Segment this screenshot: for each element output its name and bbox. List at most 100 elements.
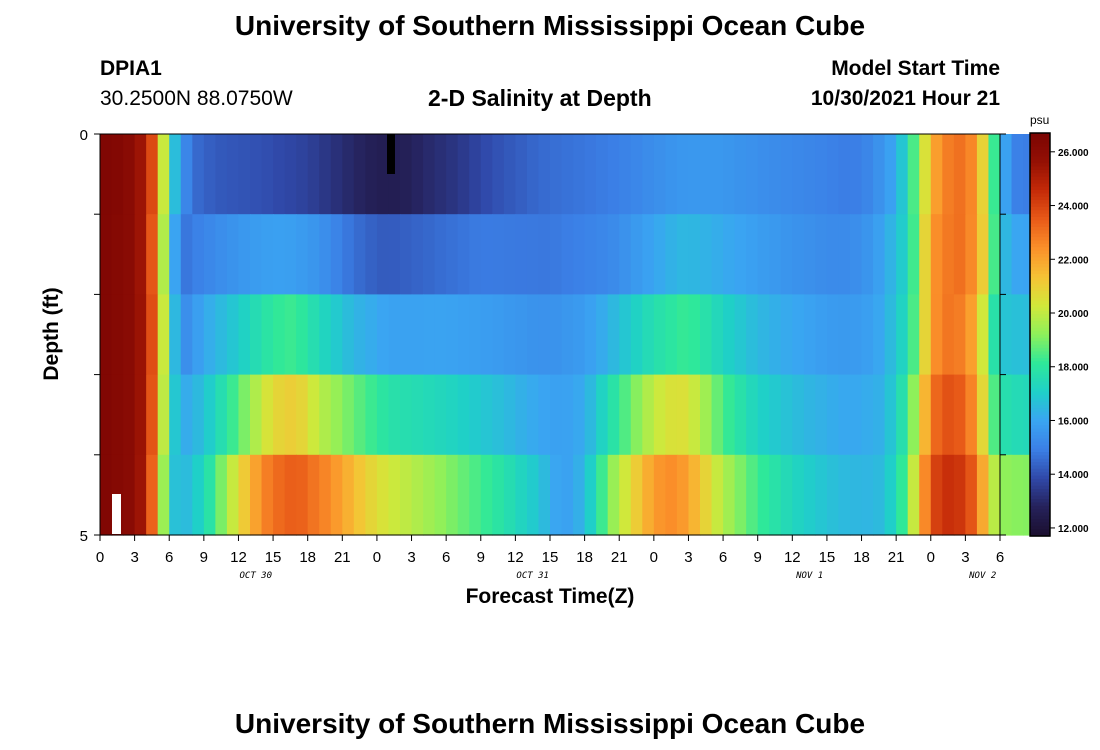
- heatmap-cell: [250, 454, 263, 536]
- heatmap-cell: [769, 374, 782, 456]
- heatmap-cell: [676, 134, 690, 215]
- heatmap-cell: [100, 374, 113, 456]
- colorbar-tick-label: 14.000: [1058, 470, 1089, 481]
- heatmap-cell: [884, 374, 897, 456]
- heatmap-cell: [134, 374, 147, 456]
- heatmap-cell: [919, 294, 932, 376]
- heatmap-cell: [561, 134, 574, 215]
- colorbar-segment: [1030, 267, 1050, 272]
- heatmap-cell: [365, 214, 378, 295]
- model-start-time: 10/30/2021 Hour 21: [810, 87, 1000, 110]
- x-tick-label: 21: [334, 549, 351, 566]
- colorbar-segment: [1030, 512, 1050, 517]
- heatmap-cell: [157, 294, 170, 376]
- heatmap-cell: [376, 454, 390, 536]
- heatmap-cell: [976, 214, 990, 295]
- heatmap-cell: [596, 294, 609, 376]
- heatmap-cell: [826, 374, 840, 456]
- colorbar-segment: [1030, 196, 1050, 201]
- heatmap-cell: [850, 134, 863, 215]
- heatmap-cell: [480, 214, 493, 295]
- heatmap-cell: [838, 214, 851, 295]
- heatmap-cell: [100, 294, 113, 376]
- heatmap-cell: [619, 294, 632, 376]
- heatmap-cell: [134, 294, 147, 376]
- heatmap-cell: [896, 134, 909, 215]
- colorbar-unit-label: psu: [1030, 113, 1050, 127]
- colorbar-segment: [1030, 415, 1050, 420]
- heatmap-cell: [469, 454, 482, 536]
- heatmap-cell: [965, 374, 978, 456]
- heatmap-cell: [573, 294, 586, 376]
- heatmap-cell: [365, 374, 378, 456]
- heatmap-cell: [457, 294, 470, 376]
- heatmap-cell: [619, 454, 632, 536]
- heatmap-cell: [792, 134, 805, 215]
- heatmap-cell: [307, 214, 320, 295]
- heatmap-cell: [561, 214, 574, 295]
- heatmap-cell: [630, 214, 643, 295]
- heatmap-cell: [746, 134, 759, 215]
- colorbar-segment: [1030, 153, 1050, 158]
- heatmap-cell: [988, 214, 1001, 295]
- colorbar-frame: [1029, 132, 1051, 537]
- heatmap-cell: [180, 294, 193, 376]
- colorbar-segment: [1030, 421, 1050, 426]
- heatmap-cell: [896, 214, 909, 295]
- colorbar-segment: [1030, 173, 1050, 178]
- heatmap-cell: [111, 214, 124, 295]
- colorbar-segment: [1030, 445, 1050, 450]
- colorbar-segment: [1030, 294, 1050, 299]
- heatmap-cell: [238, 294, 251, 376]
- heatmap-cell: [157, 134, 170, 215]
- heatmap-cell: [734, 214, 747, 295]
- heatmap-cell: [896, 294, 909, 376]
- colorbar-segment: [1030, 468, 1050, 473]
- heatmap-cell: [146, 214, 159, 295]
- heatmap-cell: [480, 454, 493, 536]
- heatmap-cell: [711, 294, 724, 376]
- heatmap-cell: [423, 214, 436, 295]
- heatmap-cell: [226, 374, 240, 456]
- colorbar-segment: [1030, 384, 1050, 389]
- heatmap-cell: [319, 374, 332, 456]
- heatmap-cell: [642, 454, 655, 536]
- colorbar-segment: [1030, 371, 1050, 376]
- date-label: NOV 2: [969, 571, 997, 581]
- heatmap-cell: [434, 214, 447, 295]
- colorbar-segment: [1030, 411, 1050, 416]
- colorbar-segment: [1030, 146, 1050, 151]
- heatmap-cell: [296, 294, 309, 376]
- heatmap-cell: [226, 134, 240, 215]
- heatmap-cell: [192, 454, 205, 536]
- heatmap-cell: [400, 294, 413, 376]
- heatmap-cell: [550, 134, 563, 215]
- heatmap-cell: [365, 454, 378, 536]
- heatmap-cell: [526, 134, 540, 215]
- heatmap-cell: [111, 374, 124, 456]
- heatmap-cell: [538, 214, 551, 295]
- colorbar-segment: [1030, 321, 1050, 326]
- heatmap-cell: [757, 214, 770, 295]
- heatmap-cell: [388, 294, 401, 376]
- heatmap-cell: [850, 214, 863, 295]
- heatmap-cell: [596, 454, 609, 536]
- colorbar-segment: [1030, 270, 1050, 275]
- heatmap-cell: [1011, 294, 1024, 376]
- heatmap-cell: [965, 134, 978, 215]
- heatmap-cell: [930, 134, 943, 215]
- colorbar-segment: [1030, 331, 1050, 336]
- x-tick-label: 18: [853, 549, 870, 566]
- heatmap-cell: [423, 134, 436, 215]
- heatmap-cell: [619, 374, 632, 456]
- heatmap-cell: [538, 134, 551, 215]
- heatmap-cell: [653, 454, 666, 536]
- heatmap-cell: [492, 374, 505, 456]
- x-axis-ticks: 0 3 6 9 12 15 18 21 0 3 6 9 12 15 18 21 0 3 6 9 12 15 18 21 0 3 6: [96, 535, 1004, 566]
- heatmap-cell: [330, 454, 343, 536]
- heatmap-cell: [942, 134, 955, 215]
- colorbar-segment: [1030, 398, 1050, 403]
- heatmap-cell: [203, 134, 216, 215]
- heatmap-cell: [100, 454, 113, 536]
- heatmap-cell: [734, 134, 747, 215]
